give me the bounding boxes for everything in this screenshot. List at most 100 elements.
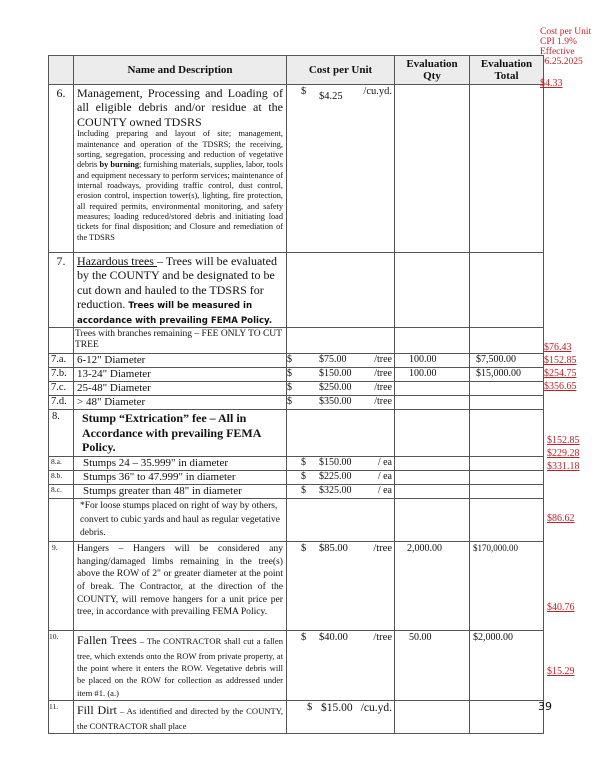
header-qty: Evaluation Qty — [394, 55, 470, 85]
cost-cell: $ $15.00/cu.yd. — [286, 700, 395, 735]
unit-label: /tree — [374, 396, 392, 408]
item-number: 6. — [48, 84, 74, 253]
eval-total: $15,000.00 — [469, 366, 544, 383]
page-number: 39 — [538, 700, 552, 713]
item-title: Fill Dirt — [77, 703, 117, 718]
eval-total: $2,000.00 — [469, 630, 544, 702]
cost-cell: $ $325.00 / ea — [286, 484, 395, 500]
item-description: Stump “Extrication” fee – All in Accorda… — [73, 409, 287, 457]
unit-label: /tree — [374, 353, 392, 365]
eval-qty: 50.00 — [394, 630, 470, 702]
item-description: Trees with branches remaining – FEE ONLY… — [73, 326, 287, 354]
item-number: 11. — [48, 700, 74, 735]
item-description: Hazardous trees – Trees will be evaluate… — [73, 252, 287, 328]
unit-label: /tree — [374, 382, 392, 394]
unit-amount: $150.00 — [319, 367, 352, 379]
cpi-value: $86.62 — [547, 513, 575, 524]
cpi-value: $152.85 — [544, 355, 577, 366]
item-number: 7.a. — [48, 352, 74, 368]
table-row: 10. Fallen Trees – The CONTRACTOR shall … — [48, 630, 544, 702]
eval-total — [469, 395, 544, 411]
eval-total — [469, 700, 544, 735]
table-row: 8. Stump “Extrication” fee – All in Acco… — [48, 409, 544, 457]
table-row: 7.c. 25-48" Diameter $ $250.00/tree — [48, 381, 544, 397]
item-title-bold: Trees will be measured in accordance wit… — [77, 301, 273, 326]
eval-qty: 2,000.00 — [394, 541, 470, 632]
item-title: Fallen Trees — [77, 633, 137, 648]
eval-qty — [394, 395, 470, 411]
item-title-underlined: Hazardous trees — [77, 254, 157, 268]
item-description: Stumps 36" to 47.999" in diameter — [73, 469, 287, 486]
item-detail: – As identified and directed by the COUN… — [77, 706, 283, 731]
item-description: Fill Dirt – As identified and directed b… — [73, 700, 287, 735]
cpi-value: $4.33 — [540, 78, 563, 89]
table-row: 7. Hazardous trees – Trees will be evalu… — [48, 252, 544, 328]
item-number: 7. — [48, 252, 74, 328]
unit-amount: $40.00 — [319, 632, 348, 644]
header-name: Name and Description — [73, 55, 287, 85]
detail-text: ; furnishing materials, supplies, labor,… — [77, 160, 284, 242]
item-title: – Trees will be evaluated by the COUNTY … — [77, 254, 277, 312]
cpi-value: $152.85 — [547, 435, 580, 446]
cpi-header-line: Effective — [540, 47, 575, 57]
unit-amount: $4.25 — [319, 91, 343, 102]
stump-rows: 8.a. Stumps 24 – 35.999" in diameter $ $150… — [48, 455, 544, 500]
dollar-sign: $ — [301, 485, 306, 497]
table-row: 7.d. > 48" Diameter $ $350.00/tree — [48, 395, 544, 411]
item-description: 13-24" Diameter — [73, 366, 287, 383]
item-number: 7.b. — [48, 366, 74, 383]
unit-label: /cu.yd. — [360, 702, 392, 715]
table-header-row: Name and Description Cost per Unit Evalu… — [48, 55, 544, 85]
item-description: Fallen Trees – The CONTRACTOR shall cut … — [73, 630, 287, 702]
item-description: Management, Processing and Loading of al… — [73, 84, 287, 253]
item-description: *For loose stumps placed on right of way… — [73, 498, 287, 543]
unit-amount: $150.00 — [319, 456, 352, 468]
unit-label: /tree — [373, 632, 392, 644]
cpi-value: $356.65 — [544, 381, 577, 392]
tree-diameter-rows: 7.a. 6-12" Diameter $ $75.00/tree 100.00 $7,5… — [48, 352, 544, 411]
cpi-value: $15.29 — [547, 666, 575, 677]
item-number: 8. — [48, 409, 74, 457]
item-description: Stumps greater than 48" in diameter — [73, 484, 287, 500]
unit-amount: $250.00 — [319, 382, 352, 394]
cost-cell: $ $40.00/tree — [286, 630, 395, 702]
table-row: 8.c. Stumps greater than 48" in diameter $… — [48, 484, 544, 500]
table-row: Trees with branches remaining – FEE ONLY… — [48, 326, 544, 354]
dollar-sign: $ — [287, 382, 292, 394]
eval-qty — [394, 700, 470, 735]
unit-amount: $325.00 — [319, 485, 352, 497]
cpi-annotation-header: Cost per Unit CPI 1.9% Effective 06.25.2… — [540, 27, 591, 67]
cost-cell: $ $225.00 / ea — [286, 469, 395, 486]
item-detail: Including preparing and layout of site; … — [77, 129, 283, 243]
item-number: 8.b. — [48, 469, 74, 486]
eval-total: $170,000.00 — [469, 541, 544, 632]
item-description: Stumps 24 – 35.999" in diameter — [73, 455, 287, 471]
table-row: 11. Fill Dirt – As identified and direct… — [48, 700, 544, 735]
cpi-header-line: CPI 1.9% — [540, 37, 577, 47]
table-row: 8.a. Stumps 24 – 35.999" in diameter $ $150… — [48, 455, 544, 471]
dollar-sign: $ — [301, 543, 307, 555]
item-detail: – The CONTRACTOR shall cut a fallen tree… — [77, 636, 283, 698]
table-row: 6. Management, Processing and Loading of… — [48, 84, 544, 253]
item-number: 8.c. — [48, 484, 74, 500]
eval-qty — [394, 84, 470, 253]
item-number: 9. — [48, 541, 74, 632]
eval-total: $7,500.00 — [469, 352, 544, 368]
cost-cell: $ $150.00 / ea — [286, 455, 395, 471]
unit-amount: $15.00 — [321, 702, 353, 715]
table-row: 7.a. 6-12" Diameter $ $75.00/tree 100.00 $7,5… — [48, 352, 544, 368]
cost-cell: $ $350.00/tree — [286, 395, 395, 411]
unit-amount: $85.00 — [319, 543, 348, 555]
unit-amount: $75.00 — [319, 353, 347, 365]
cpi-value: $229.28 — [547, 448, 580, 459]
unit-label: / ea — [377, 470, 392, 482]
dollar-sign: $ — [301, 632, 307, 644]
header-total: Evaluation Total — [469, 55, 544, 85]
item-description: > 48" Diameter — [73, 395, 287, 411]
header-blank — [48, 55, 74, 85]
detail-text: Including preparing and layout of site; … — [77, 129, 283, 170]
cost-cell: $ $250.00/tree — [286, 381, 395, 397]
dollar-sign: $ — [287, 396, 292, 408]
eval-total — [469, 469, 544, 486]
table-row: 7.b. 13-24" Diameter $ $150.00/tree 100.00 $1… — [48, 366, 544, 383]
